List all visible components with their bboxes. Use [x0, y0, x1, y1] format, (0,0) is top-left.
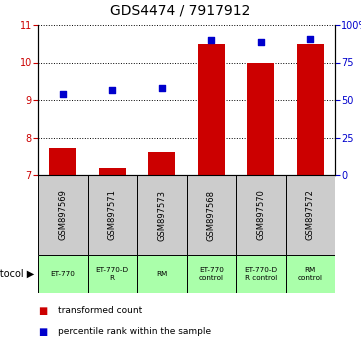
- Text: protocol ▶: protocol ▶: [0, 269, 34, 279]
- Point: [60, 91, 66, 97]
- Text: GSM897570: GSM897570: [256, 189, 265, 240]
- Text: RM
control: RM control: [298, 268, 323, 280]
- Bar: [38, 255, 87, 293]
- Bar: [187, 175, 236, 255]
- Bar: [137, 175, 187, 255]
- Text: ET-770
control: ET-770 control: [199, 268, 224, 280]
- Text: RM: RM: [156, 271, 168, 277]
- Text: transformed count: transformed count: [58, 306, 142, 315]
- Point: [109, 87, 115, 92]
- Bar: [286, 255, 335, 293]
- Point: [159, 85, 165, 91]
- Text: GSM897571: GSM897571: [108, 189, 117, 240]
- Text: ■: ■: [38, 327, 47, 337]
- Bar: [137, 255, 187, 293]
- Bar: [247, 63, 274, 175]
- Text: ET-770-D
R control: ET-770-D R control: [244, 268, 277, 280]
- Bar: [236, 255, 286, 293]
- Point: [307, 36, 313, 41]
- Point: [258, 39, 264, 44]
- Bar: [148, 152, 175, 175]
- Bar: [236, 175, 286, 255]
- Text: percentile rank within the sample: percentile rank within the sample: [58, 327, 211, 336]
- Text: GDS4474 / 7917912: GDS4474 / 7917912: [110, 4, 251, 18]
- Text: ET-770: ET-770: [50, 271, 75, 277]
- Text: GSM897573: GSM897573: [157, 189, 166, 240]
- Bar: [187, 255, 236, 293]
- Text: ■: ■: [38, 306, 47, 316]
- Point: [208, 37, 214, 43]
- Bar: [297, 44, 324, 175]
- Bar: [49, 148, 77, 175]
- Text: GSM897572: GSM897572: [306, 189, 315, 240]
- Bar: [197, 44, 225, 175]
- Text: GSM897568: GSM897568: [207, 189, 216, 240]
- Bar: [87, 175, 137, 255]
- Text: ET-770-D
R: ET-770-D R: [96, 268, 129, 280]
- Text: GSM897569: GSM897569: [58, 189, 67, 240]
- Bar: [87, 255, 137, 293]
- Bar: [286, 175, 335, 255]
- Bar: [99, 167, 126, 175]
- Bar: [38, 175, 87, 255]
